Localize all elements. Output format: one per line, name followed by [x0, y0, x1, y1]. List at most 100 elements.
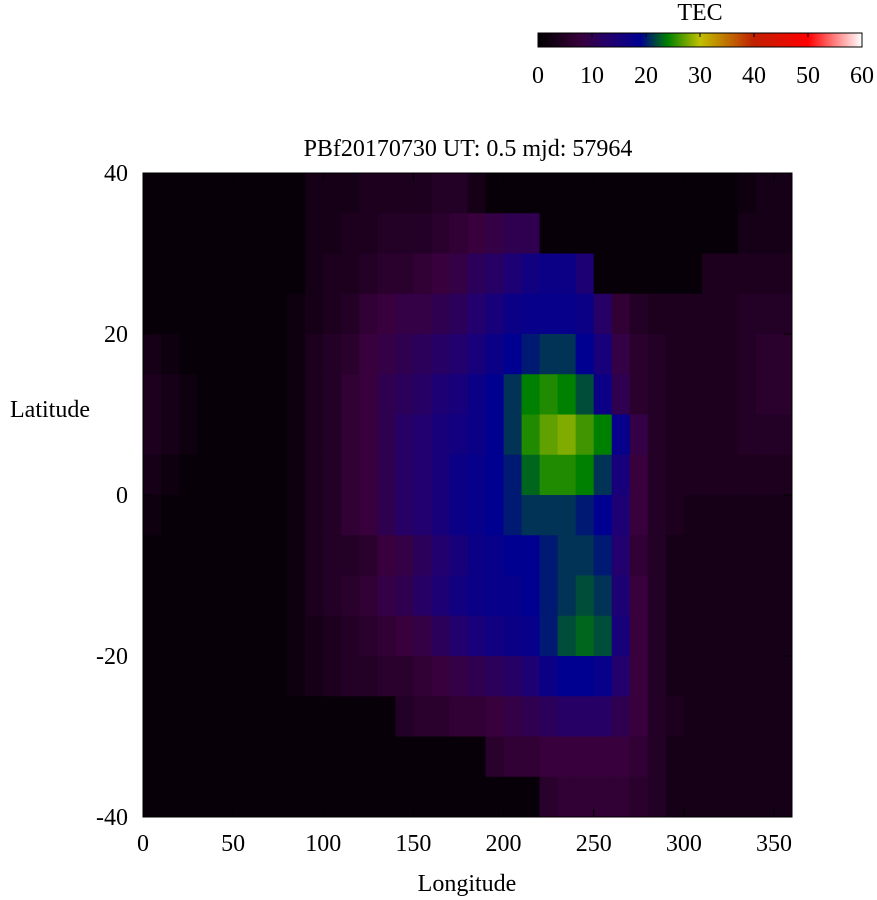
- heatmap-cell: [683, 696, 703, 737]
- heatmap-cell: [719, 293, 739, 335]
- heatmap-cell: [467, 334, 487, 375]
- heatmap-cell: [773, 696, 793, 737]
- heatmap-cell: [629, 575, 649, 617]
- heatmap-cell: [503, 736, 523, 778]
- heatmap-cell: [395, 253, 414, 295]
- heatmap-cell: [503, 414, 523, 456]
- heatmap-cell: [467, 213, 487, 254]
- heatmap-cell: [665, 495, 685, 536]
- heatmap-cell: [323, 293, 342, 335]
- y-tick-label: -40: [96, 805, 128, 831]
- heatmap-cell: [701, 173, 721, 214]
- heatmap-cell: [143, 253, 162, 295]
- heatmap-cell: [683, 736, 703, 778]
- heatmap-cell: [413, 213, 432, 254]
- heatmap-cell: [629, 213, 649, 254]
- heatmap-cell: [575, 575, 595, 617]
- heatmap-cell: [197, 495, 216, 536]
- heatmap-cell: [755, 293, 775, 335]
- heatmap-cell: [467, 535, 487, 576]
- heatmap-cell: [449, 253, 468, 295]
- heatmap-cell: [755, 334, 775, 375]
- heatmap-cell: [161, 173, 180, 214]
- heatmap-cell: [593, 495, 613, 536]
- heatmap-cell: [323, 454, 342, 496]
- heatmap-cell: [341, 535, 360, 576]
- heatmap-cell: [233, 575, 252, 617]
- heatmap-cell: [755, 696, 775, 737]
- heatmap-cell: [611, 736, 631, 778]
- heatmap-cell: [593, 454, 613, 496]
- heatmap-cell: [233, 374, 252, 415]
- heatmap-cell: [197, 776, 216, 818]
- heatmap-cell: [773, 656, 793, 697]
- heatmap-cell: [233, 495, 252, 536]
- heatmap-cell: [611, 495, 631, 536]
- heatmap-cell: [269, 736, 288, 778]
- heatmap-cell: [179, 454, 198, 496]
- heatmap-cell: [161, 495, 180, 536]
- heatmap-cell: [557, 374, 577, 415]
- heatmap-cell: [197, 736, 216, 778]
- heatmap-cell: [143, 615, 162, 657]
- heatmap-cell: [143, 293, 162, 335]
- heatmap-cell: [737, 334, 757, 375]
- heatmap-cell: [395, 776, 414, 818]
- heatmap-cell: [467, 696, 487, 737]
- heatmap-cell: [647, 575, 667, 617]
- heatmap-cell: [521, 414, 541, 456]
- heatmap-cell: [647, 615, 667, 657]
- heatmap-cell: [359, 414, 378, 456]
- heatmap-cell: [179, 374, 198, 415]
- heatmap-cell: [377, 213, 396, 254]
- heatmap-cell: [719, 696, 739, 737]
- heatmap-cell: [269, 374, 288, 415]
- heatmap-cell: [449, 414, 468, 456]
- heatmap-cell: [449, 173, 468, 214]
- heatmap-cell: [143, 535, 162, 576]
- heatmap-cell: [467, 253, 487, 295]
- heatmap-cell: [305, 173, 324, 214]
- heatmap-cell: [629, 495, 649, 536]
- heatmap-cell: [179, 213, 198, 254]
- heatmap-cell: [593, 293, 613, 335]
- x-tick-label: 50: [221, 831, 245, 857]
- heatmap-cell: [647, 656, 667, 697]
- heatmap-cell: [647, 173, 667, 214]
- heatmap-cell: [431, 615, 450, 657]
- heatmap-cell: [755, 253, 775, 295]
- heatmap-cell: [215, 696, 234, 737]
- heatmap-cell: [197, 615, 216, 657]
- heatmap-cell: [665, 213, 685, 254]
- heatmap-cell: [611, 213, 631, 254]
- heatmap-cell: [611, 374, 631, 415]
- heatmap-cell: [251, 334, 270, 375]
- heatmap-cell: [305, 253, 324, 295]
- heatmap-cell: [431, 374, 450, 415]
- heatmap-cell: [377, 414, 396, 456]
- heatmap-cell: [701, 454, 721, 496]
- heatmap-cell: [665, 173, 685, 214]
- heatmap-cell: [179, 173, 198, 214]
- heatmap-cell: [377, 173, 396, 214]
- heatmap-cell: [197, 173, 216, 214]
- heatmap-cell: [341, 696, 360, 737]
- heatmap-cell: [773, 293, 793, 335]
- heatmap-cell: [755, 374, 775, 415]
- heatmap-cell: [179, 334, 198, 375]
- heatmap-cell: [719, 575, 739, 617]
- heatmap-cell: [737, 414, 757, 456]
- heatmap-cell: [503, 454, 523, 496]
- heatmap-cell: [143, 213, 162, 254]
- heatmap-cell: [449, 776, 468, 818]
- heatmap-cell: [431, 213, 450, 254]
- heatmap-cell: [359, 173, 378, 214]
- heatmap-cell: [359, 454, 378, 496]
- heatmap-cell: [755, 495, 775, 536]
- heatmap-cell: [611, 776, 631, 818]
- heatmap-cell: [611, 253, 631, 295]
- heatmap-cell: [161, 374, 180, 415]
- heatmap-cell: [773, 454, 793, 496]
- heatmap-cell: [503, 656, 523, 697]
- heatmap-cell: [143, 495, 162, 536]
